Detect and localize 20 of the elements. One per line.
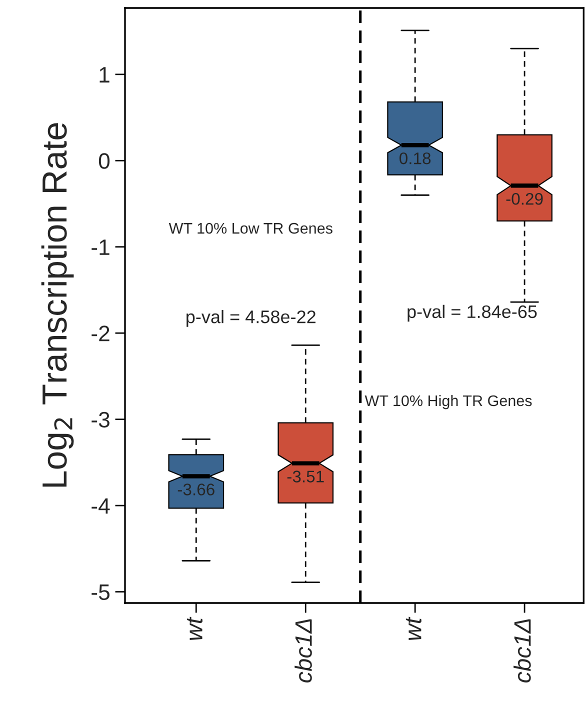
text: -0.29 — [506, 192, 543, 205]
y-tick-label: -1 — [92, 240, 110, 255]
y-axis-title: Log$_{2}$ Transcription Rate — [41, 123, 74, 487]
annotation: p-val = 1.84e-65 — [408, 304, 537, 322]
y-tick-label: -4 — [92, 498, 110, 514]
y-tick-label: -3 — [92, 412, 110, 428]
text: -3.51 — [287, 470, 324, 482]
y-tick-label: -5 — [92, 584, 110, 600]
annotation: p-val = 4.58e-22 — [186, 310, 316, 327]
annotation: WT 10% Low TR Genes — [168, 222, 332, 234]
x-tick-label: wt — [406, 616, 422, 640]
annotation: WT 10% High TR Genes — [364, 394, 532, 410]
x-tick-label: wt — [186, 616, 202, 640]
text: 0.18 — [400, 152, 431, 164]
y-tick-label: -2 — [92, 326, 110, 342]
x-tick-label: cbc1Δ — [294, 619, 312, 683]
y-tick-label: 0 — [98, 153, 110, 169]
x-tick-label: cbc1Δ — [514, 619, 531, 683]
text: -3.66 — [178, 484, 214, 496]
y-tick-label: 1 — [100, 67, 110, 82]
